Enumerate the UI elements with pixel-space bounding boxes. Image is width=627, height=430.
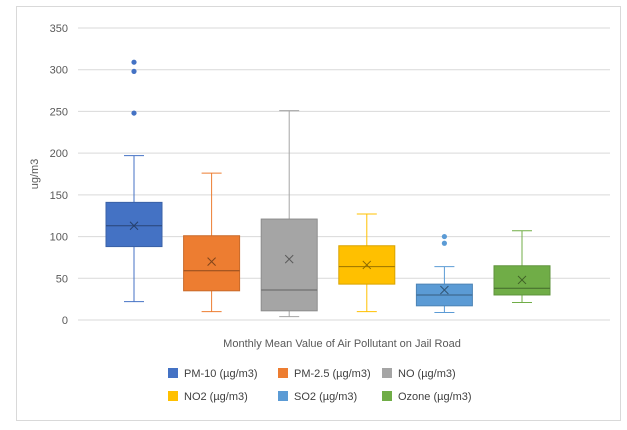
boxes [105, 59, 551, 318]
x-axis-label: Monthly Mean Value of Air Pollutant on J… [223, 338, 461, 350]
legend-swatch [382, 368, 392, 378]
legend-label: PM-2.5 (µg/m3) [294, 368, 371, 380]
box-iqr [260, 218, 318, 312]
mean-marker [284, 254, 294, 264]
legend-swatch [278, 391, 288, 401]
box-group [183, 172, 241, 313]
outlier-point [441, 233, 447, 240]
box-group [415, 233, 473, 313]
box-iqr [105, 201, 163, 248]
outlier-point [131, 59, 137, 65]
mean-marker [362, 260, 372, 270]
mean-marker [207, 257, 216, 266]
mean-marker [517, 275, 527, 285]
y-tick-label: 0 [62, 315, 68, 327]
y-axis-ticks: 0 50 100 150 200 250 300 350 [50, 23, 68, 327]
legend-item: NO (µg/m3) [382, 368, 456, 380]
legend-item: PM-2.5 (µg/m3) [278, 368, 371, 380]
y-tick-label: 100 [50, 232, 68, 244]
legend-swatch [168, 368, 178, 378]
mean-marker [440, 285, 449, 295]
y-axis-label: ug/m3 [29, 159, 41, 190]
legend-label: SO2 (µg/m3) [294, 391, 357, 403]
mean-marker [129, 221, 139, 231]
legend-item: Ozone (µg/m3) [382, 391, 472, 403]
box-group [493, 230, 551, 303]
outlier-point [441, 240, 447, 246]
legend-swatch [278, 368, 288, 378]
legend-item: NO2 (µg/m3) [168, 391, 248, 403]
legend-label: NO (µg/m3) [398, 368, 456, 380]
box-iqr [183, 235, 241, 292]
y-tick-label: 50 [56, 273, 68, 285]
y-tick-label: 200 [50, 148, 68, 160]
y-tick-label: 250 [50, 106, 68, 118]
legend-item: SO2 (µg/m3) [278, 391, 357, 403]
legend-swatch [168, 391, 178, 401]
y-tick-label: 350 [50, 23, 68, 35]
outlier-point [131, 110, 137, 116]
legend-label: PM-10 (µg/m3) [184, 368, 258, 380]
box-group [260, 110, 318, 318]
legend-item: PM-10 (µg/m3) [168, 368, 258, 380]
y-tick-label: 150 [50, 190, 68, 202]
y-tick-label: 300 [50, 65, 68, 77]
box-group [105, 59, 163, 303]
legend-swatch [382, 391, 392, 401]
legend-label: NO2 (µg/m3) [184, 391, 248, 403]
outlier-point [131, 68, 137, 74]
legend-label: Ozone (µg/m3) [398, 391, 472, 403]
legend: PM-10 (µg/m3) PM-2.5 (µg/m3) NO (µg/m3) NO2… [168, 368, 472, 403]
box-group [338, 213, 396, 313]
